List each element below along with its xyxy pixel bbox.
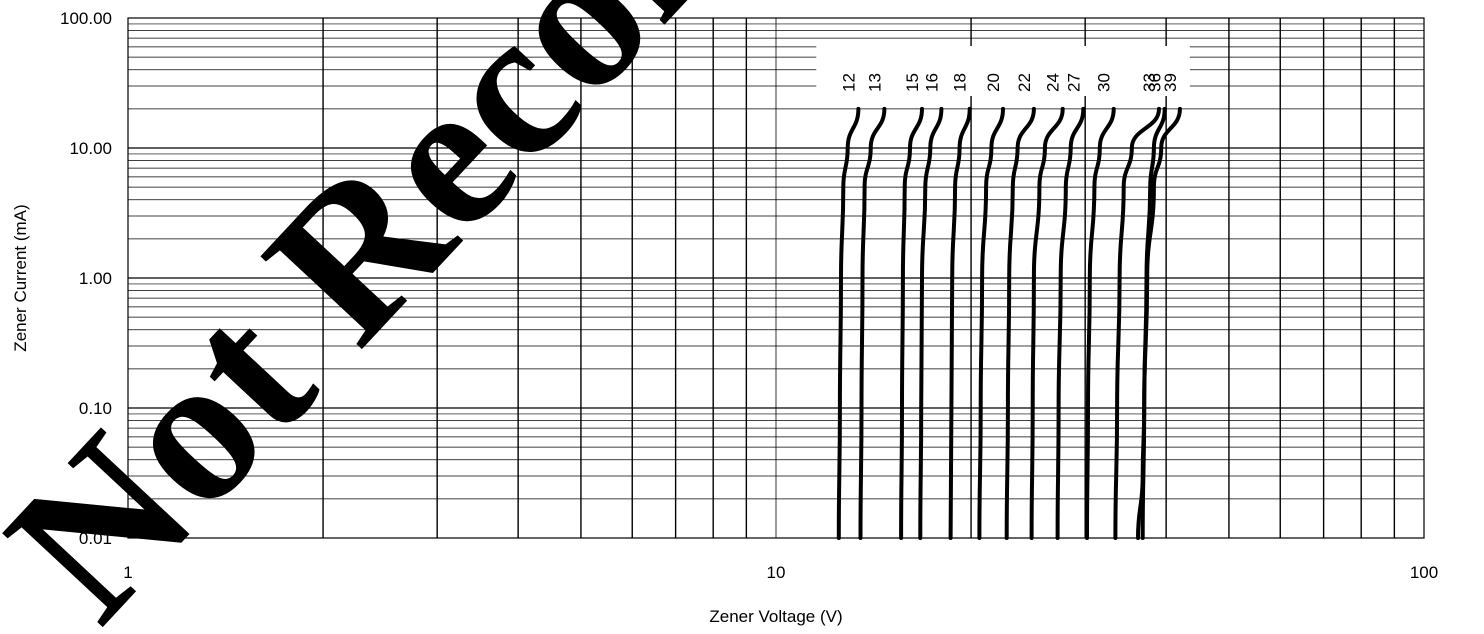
plot-frame (127, 17, 1425, 539)
label-backdrop (816, 46, 1190, 96)
y-ticks: 0.01 0.10 1.00 10.00 100.00 (60, 9, 112, 548)
x-tick-label: 10 (767, 563, 786, 582)
zener-curve-12 (836, 106, 861, 540)
zener-curve-22 (1004, 106, 1036, 540)
grid (128, 18, 1424, 538)
curve-label-18: 18 (951, 73, 970, 92)
zener-curve-15 (899, 106, 924, 540)
zener-curve-39 (1136, 106, 1182, 540)
x-axis-title: Zener Voltage (V) (709, 607, 842, 626)
curve-label-30: 30 (1095, 73, 1114, 92)
zener-curve-24 (1029, 106, 1065, 540)
x-tick-label: 100 (1410, 563, 1438, 582)
curve-label-39: 39 (1161, 73, 1180, 92)
curve-label-24: 24 (1044, 73, 1063, 92)
y-tick-label: 0.01 (79, 529, 112, 548)
curves (836, 106, 1182, 540)
zener-curve-16 (918, 106, 944, 540)
curve-label-16: 16 (922, 73, 941, 92)
zener-curve-13 (858, 106, 887, 540)
curve-label-15: 15 (903, 73, 922, 92)
zener-curve-18 (948, 106, 972, 540)
x-ticks: 1 10 100 (123, 563, 1438, 582)
y-tick-label: 1.00 (79, 269, 112, 288)
zener-curve-27 (1055, 106, 1086, 540)
zener-curve-33 (1113, 106, 1161, 540)
curve-label-27: 27 (1064, 73, 1083, 92)
zener-curve-30 (1085, 106, 1116, 540)
y-tick-label: 0.10 (79, 399, 112, 418)
y-tick-label: 10.00 (69, 139, 112, 158)
y-axis-title: Zener Current (mA) (11, 204, 30, 351)
curve-label-22: 22 (1015, 73, 1034, 92)
curve-label-12: 12 (839, 73, 858, 92)
zener-curve-20 (977, 106, 1005, 540)
x-tick-label: 1 (123, 563, 132, 582)
curve-label-33: 33 (1140, 73, 1159, 92)
curve-label-13: 13 (865, 73, 884, 92)
y-tick-label: 100.00 (60, 9, 112, 28)
curve-label-20: 20 (984, 73, 1003, 92)
curve-label-36: 36 (1146, 73, 1165, 92)
